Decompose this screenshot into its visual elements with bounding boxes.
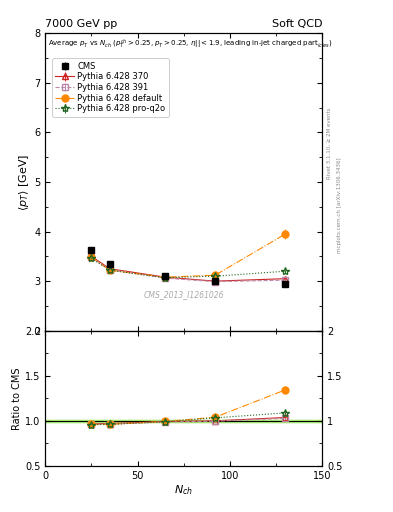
Text: Soft QCD: Soft QCD	[272, 19, 322, 29]
Text: Average $p_T$ vs $N_{ch}$ ($p_T^{ch}>0.25$, $p_T>0.25$, $\eta||<1.9$, leading in: Average $p_T$ vs $N_{ch}$ ($p_T^{ch}>0.2…	[48, 38, 332, 51]
Text: Rivet 3.1.10, ≥ 2M events: Rivet 3.1.10, ≥ 2M events	[327, 108, 332, 179]
Y-axis label: Ratio to CMS: Ratio to CMS	[12, 367, 22, 430]
Text: CMS_2013_I1261026: CMS_2013_I1261026	[143, 290, 224, 300]
Y-axis label: $\langle p_T \rangle$ [GeV]: $\langle p_T \rangle$ [GeV]	[17, 154, 31, 210]
Bar	[45, 420, 322, 422]
Text: 7000 GeV pp: 7000 GeV pp	[45, 19, 118, 29]
Legend: CMS, Pythia 6.428 370, Pythia 6.428 391, Pythia 6.428 default, Pythia 6.428 pro-: CMS, Pythia 6.428 370, Pythia 6.428 391,…	[52, 58, 169, 117]
X-axis label: $N_{ch}$: $N_{ch}$	[174, 483, 193, 497]
Text: mcplots.cern.ch [arXiv:1306.3436]: mcplots.cern.ch [arXiv:1306.3436]	[337, 157, 342, 252]
